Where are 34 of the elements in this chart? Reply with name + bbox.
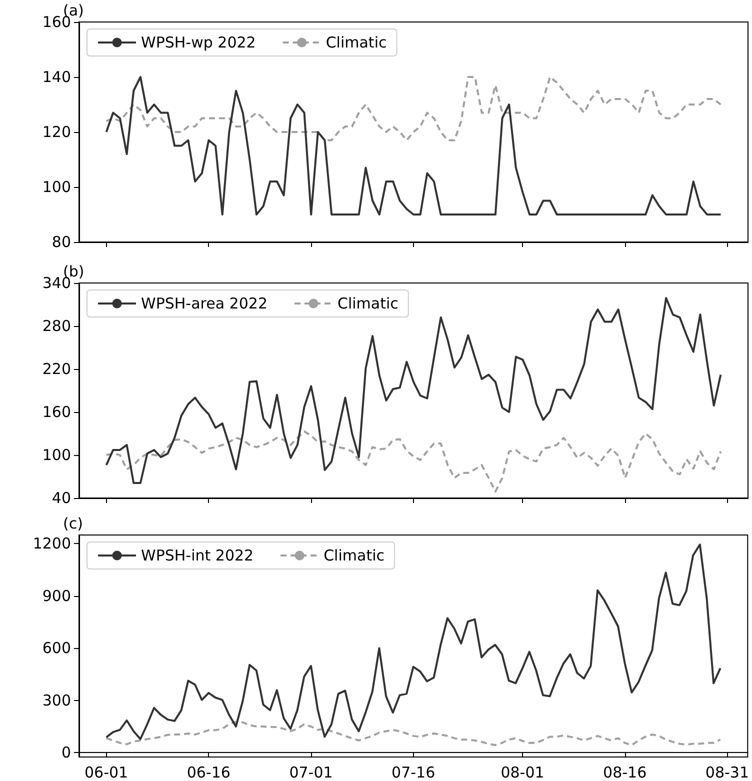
y-tick-label: 40 (52, 489, 71, 507)
line-series (105, 297, 722, 484)
x-tick-label: 06-01 (84, 764, 128, 781)
y-tick-label: 220 (42, 360, 71, 378)
y-tick-label: 300 (42, 691, 71, 710)
legend-label: Climatic (326, 34, 387, 52)
legend-label: Climatic (337, 294, 398, 312)
line-series (105, 720, 722, 746)
x-tick-label: 07-01 (289, 764, 333, 781)
y-tick-label: 280 (42, 317, 71, 335)
x-tick-label: 06-16 (186, 764, 230, 781)
legend-label: WPSH-area 2022 (141, 294, 268, 312)
line-series (105, 544, 722, 740)
x-tick-label: 07-16 (392, 764, 436, 781)
x-tick-label: 08-01 (500, 764, 544, 781)
y-tick-label: 100 (42, 178, 71, 196)
y-tick-label: 100 (42, 446, 71, 464)
y-tick-label: 160 (42, 403, 71, 421)
legend-label: Climatic (324, 546, 385, 564)
line-series (105, 76, 722, 216)
y-tick-label: 900 (42, 586, 71, 605)
y-tick-label: 1200 (32, 534, 71, 553)
y-tick-label: 0 (61, 744, 71, 762)
x-tick-label: 08-31 (705, 764, 750, 781)
chart-title: (c) (63, 514, 83, 532)
y-tick-label: 600 (42, 639, 71, 658)
legend-label: WPSH-wp 2022 (141, 34, 256, 52)
y-tick-label: 140 (42, 68, 71, 86)
y-tick-label: 120 (42, 123, 71, 141)
y-tick-label: 80 (52, 233, 71, 251)
x-tick-label: 08-16 (603, 764, 647, 781)
line-series (105, 430, 722, 493)
line-series (105, 76, 722, 142)
legend-label: WPSH-int 2022 (141, 546, 254, 564)
